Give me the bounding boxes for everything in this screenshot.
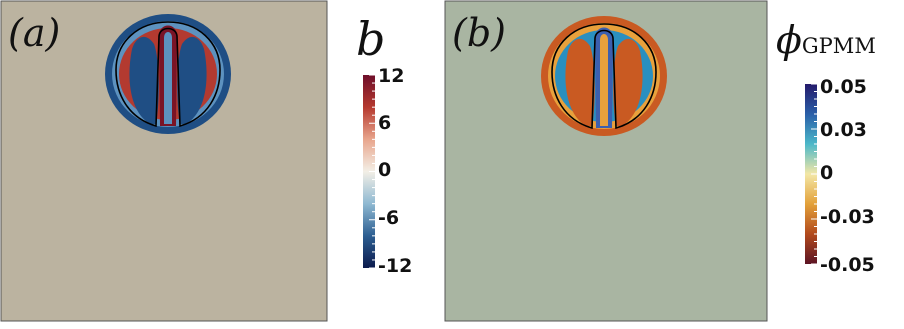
colorbar-b-ticks: [811, 83, 817, 265]
colorbar-b-tick-label: 0: [820, 162, 833, 184]
panel-a-label: (a): [8, 11, 60, 55]
pattern-a-left-lobe: [129, 36, 159, 124]
colorbar-a-tick-label: 12: [378, 65, 404, 87]
colorbar-b-tick-label: -0.03: [820, 206, 875, 228]
colorbar-b-tick-label: 0.05: [820, 76, 867, 98]
panel-a-pattern: [105, 14, 231, 134]
panel-a: (a): [0, 0, 328, 322]
colorbar-a-ticks: [369, 74, 375, 269]
pattern-a-right-lobe: [177, 36, 207, 124]
colorbar-b: ϕGPMM 0.05 0.03 0 -0.03 -0.05: [776, 18, 876, 276]
pattern-b-stem-core: [600, 34, 608, 126]
pattern-b-left-lobe: [565, 38, 595, 126]
colorbar-a-title: b: [356, 12, 385, 66]
colorbar-a-tick-label: 0: [378, 159, 391, 181]
pattern-b-contour: [551, 23, 657, 130]
pattern-a-contour: [115, 21, 221, 128]
pattern-a-stem-core: [164, 32, 172, 124]
colorbar-a-tick-label: -6: [378, 207, 399, 229]
panel-b-pattern: [541, 16, 667, 136]
colorbar-a: b 12 6 0 -6 -12: [356, 12, 412, 277]
panel-b-label: (b): [452, 11, 506, 55]
colorbar-b-tick-label: -0.05: [820, 254, 875, 276]
colorbar-b-tick-label: 0.03: [820, 119, 867, 141]
pattern-b-right-lobe: [613, 38, 643, 126]
colorbar-b-title: ϕGPMM: [776, 18, 876, 62]
colorbar-a-tick-label: 6: [378, 112, 391, 134]
panel-b: (b): [444, 0, 768, 322]
colorbar-a-tick-label: -12: [378, 255, 412, 277]
